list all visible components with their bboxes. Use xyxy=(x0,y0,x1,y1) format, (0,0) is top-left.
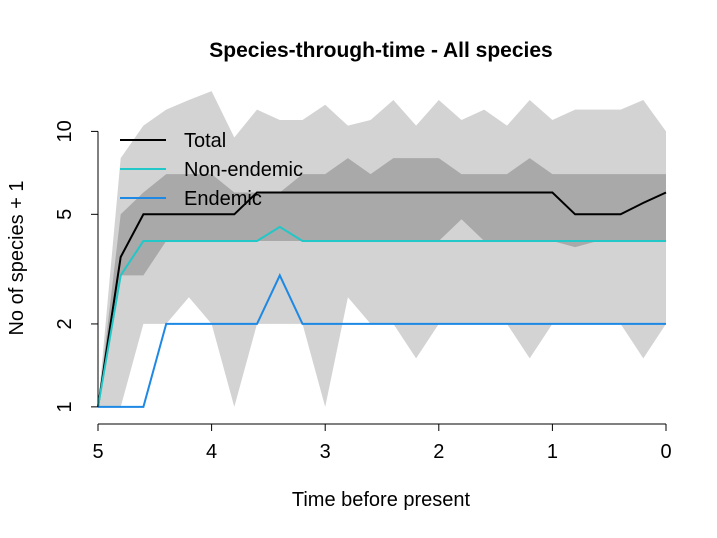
x-tick-label: 4 xyxy=(206,441,217,463)
y-tick-label: 5 xyxy=(54,209,76,220)
legend: Total Non-endemic Endemic xyxy=(120,130,303,210)
series-line-endemic xyxy=(98,273,666,408)
x-tick-label: 1 xyxy=(547,441,558,463)
legend-label: Non-endemic xyxy=(184,159,303,181)
legend-item: Endemic xyxy=(120,188,262,210)
legend-label: Total xyxy=(184,130,226,152)
x-tick-label: 0 xyxy=(660,441,671,463)
y-tick-label: 10 xyxy=(54,120,76,142)
x-tick-label: 3 xyxy=(320,441,331,463)
x-tick-label: 5 xyxy=(92,441,103,463)
series-line-non-endemic xyxy=(97,225,666,408)
series-lines xyxy=(97,191,667,408)
series-line-total xyxy=(97,191,667,408)
confidence-bands xyxy=(98,91,666,407)
x-axis-ticks: 5 4 3 2 1 0 xyxy=(92,424,672,463)
y-axis-label: No of species + 1 xyxy=(6,180,28,335)
x-tick-label: 2 xyxy=(433,441,444,463)
chart-title: Species-through-time - All species xyxy=(209,39,552,62)
inner-band xyxy=(98,158,666,407)
legend-label: Endemic xyxy=(184,188,262,210)
legend-item: Total xyxy=(120,130,226,152)
x-axis-label: Time before present xyxy=(292,489,471,511)
y-axis-ticks: 1 2 5 10 xyxy=(54,120,98,412)
y-tick-label: 2 xyxy=(54,318,76,329)
legend-item: Non-endemic xyxy=(120,159,303,181)
axes xyxy=(97,131,666,425)
y-tick-label: 1 xyxy=(54,401,76,412)
